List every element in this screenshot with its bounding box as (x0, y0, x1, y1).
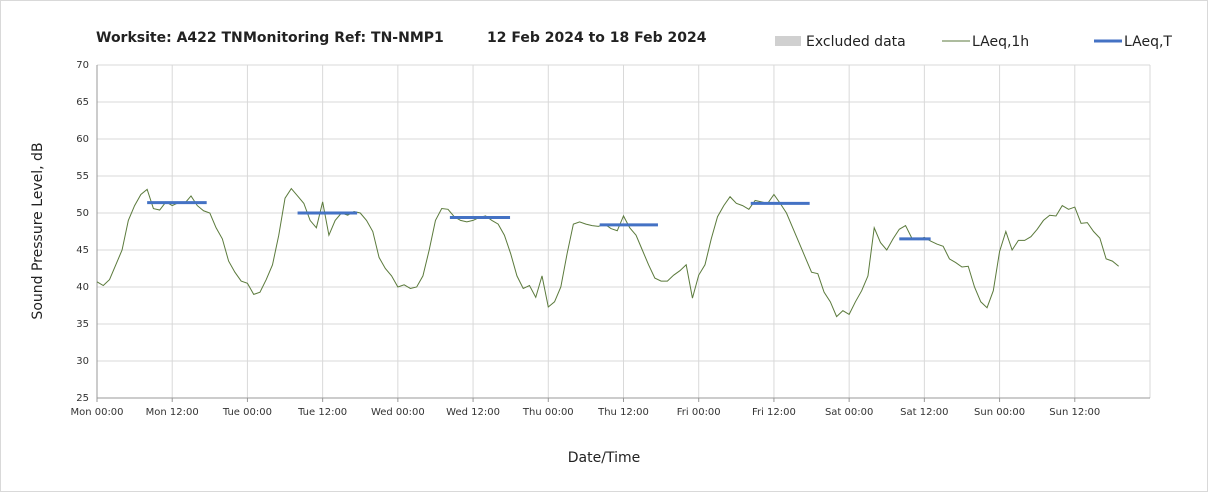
legend-label: LAeq,T (1124, 34, 1172, 50)
legend-label: Excluded data (806, 34, 906, 50)
y-tick-label: 60 (76, 134, 89, 145)
x-tick-label: Sun 12:00 (1049, 407, 1100, 418)
chart-title: Monitoring Ref: TN-NMP1 (243, 30, 444, 46)
x-tick-label: Mon 00:00 (70, 407, 123, 418)
legend-label: LAeq,1h (972, 34, 1029, 50)
x-tick-label: Wed 12:00 (446, 407, 500, 418)
x-tick-label: Tue 12:00 (297, 407, 347, 418)
y-tick-label: 30 (76, 356, 89, 367)
y-tick-label: 50 (76, 208, 89, 219)
x-tick-label: Sat 12:00 (900, 407, 948, 418)
legend-swatch (775, 36, 801, 46)
y-tick-label: 65 (76, 97, 89, 108)
y-tick-label: 40 (76, 282, 89, 293)
y-tick-label: 25 (76, 393, 89, 404)
chart-title: 12 Feb 2024 to 18 Feb 2024 (487, 30, 707, 46)
x-tick-label: Sun 00:00 (974, 407, 1025, 418)
x-tick-label: Wed 00:00 (371, 407, 425, 418)
x-tick-label: Thu 12:00 (597, 407, 649, 418)
y-tick-label: 55 (76, 171, 89, 182)
x-tick-label: Tue 00:00 (222, 407, 272, 418)
chart-title: Worksite: A422 TN (96, 30, 243, 46)
x-tick-label: Sat 00:00 (825, 407, 873, 418)
y-tick-label: 35 (76, 319, 89, 330)
y-tick-label: 45 (76, 245, 89, 256)
y-axis-label: Sound Pressure Level, dB (30, 142, 46, 319)
x-tick-label: Mon 12:00 (146, 407, 199, 418)
x-axis-label: Date/Time (568, 450, 640, 466)
x-tick-label: Fri 12:00 (752, 407, 796, 418)
y-tick-label: 70 (76, 60, 89, 71)
x-tick-label: Fri 00:00 (677, 407, 721, 418)
x-tick-label: Thu 00:00 (522, 407, 574, 418)
